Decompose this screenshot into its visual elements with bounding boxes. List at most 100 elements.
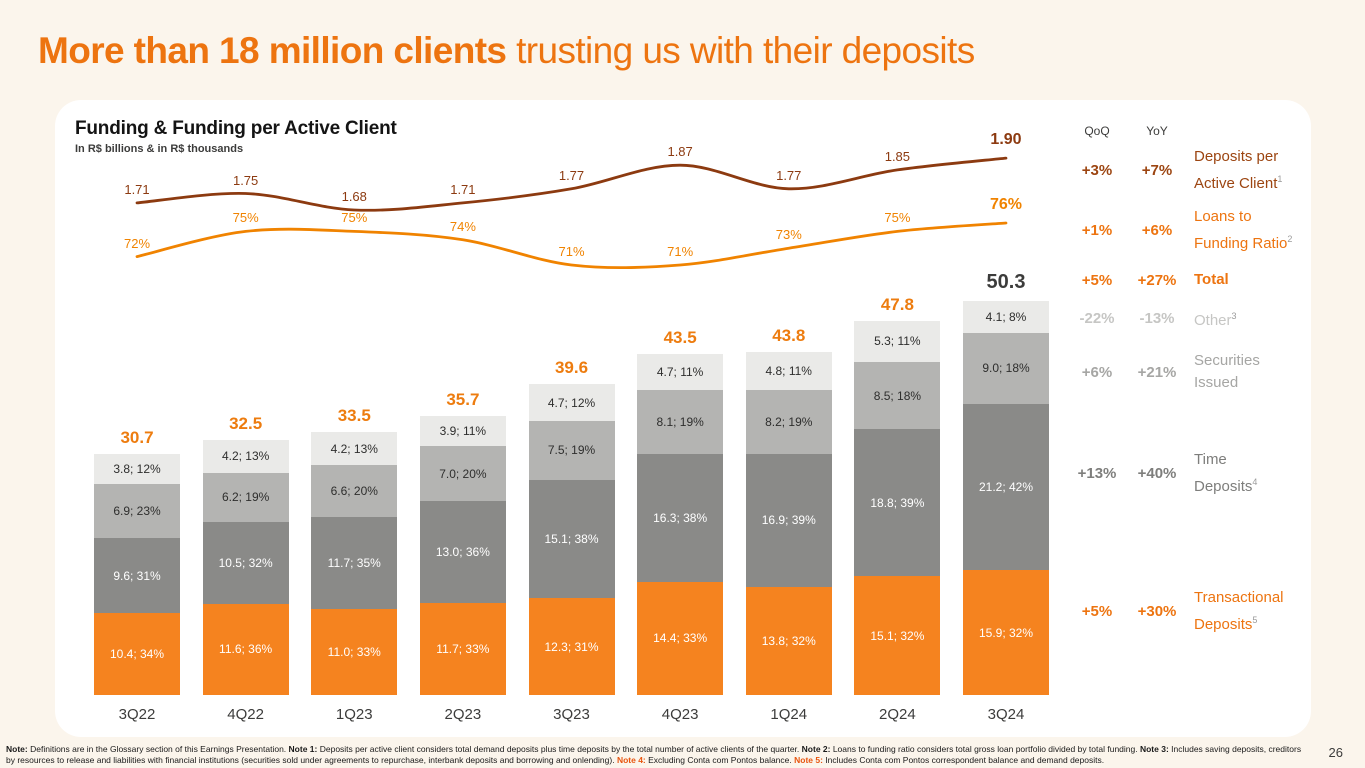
x-axis-label-4q23: 4Q23 bbox=[661, 706, 699, 723]
qoq-value-total: +5% bbox=[1081, 271, 1113, 289]
footnote-segment-7: Includes saving deposits, creditors by r… bbox=[6, 744, 1302, 766]
x-axis-label-2q24: 2Q24 bbox=[879, 706, 916, 723]
footnote-segment-8: Note 4: bbox=[616, 755, 646, 766]
qoq-value-securities-issued: +6% bbox=[1081, 363, 1113, 381]
bar-total-4q23: 43.5 bbox=[663, 327, 697, 347]
qoq-value-deposits-per-active-client: +3% bbox=[1081, 162, 1113, 179]
bar-segment-transactional-deposits-3q22: 10.4; 34% bbox=[94, 613, 180, 695]
x-axis-label-1q23: 1Q23 bbox=[335, 706, 373, 723]
loans-to-funding-ratio-value-2q23: 74% bbox=[449, 218, 476, 234]
line-chart-labels: 1.71 1.75 1.68 1.71 1.77 1.87 1.77 1.85 1.90 72% 7… bbox=[55, 100, 1311, 737]
yoy-value-time-deposits: +40% bbox=[1137, 465, 1177, 482]
summary-row-transactional-deposits: +5% +30% Transactional Deposits5 bbox=[1067, 587, 1317, 636]
yoy-value-securities-issued: +21% bbox=[1137, 363, 1177, 381]
bar-segment-other-1q24: 4.8; 11% bbox=[745, 351, 832, 390]
summary-label-total: Total bbox=[1194, 271, 1229, 288]
bar-segment-time-deposits-4q22: 10.5; 32% bbox=[202, 521, 289, 604]
footnote-segment-5: Loans to funding ratio considers total g… bbox=[830, 744, 1140, 754]
slide-title: More than 18 million clients trusting us… bbox=[38, 30, 975, 72]
footnote-segment-3: Deposits per active client considers tot… bbox=[317, 744, 802, 754]
deposits-per-active-client-value-3q22: 1.71 bbox=[124, 181, 150, 197]
qoq-value-other: -22% bbox=[1079, 310, 1115, 327]
deposits-per-active-client-value-4q23: 1.87 bbox=[667, 144, 693, 160]
bar-segment-transactional-deposits-1q24: 13.8; 32% bbox=[745, 586, 832, 695]
footnote-ref-4: 4 bbox=[1252, 477, 1258, 487]
bar-segment-securities-issued-3q22: 6.9; 23% bbox=[94, 483, 180, 538]
deposits-per-active-client-value-1q23: 1.68 bbox=[341, 189, 367, 204]
qoq-value-loans-to-funding-ratio: +1% bbox=[1081, 222, 1113, 239]
bar-segment-other-3q24: 4.1; 8% bbox=[963, 300, 1049, 334]
loans-to-funding-ratio-value-3q23: 71% bbox=[558, 244, 585, 259]
loans-to-funding-ratio-value-1q23: 75% bbox=[341, 210, 368, 226]
footnote-segment-2: Note 1: bbox=[288, 744, 318, 754]
footnote-ref-5: 5 bbox=[1252, 615, 1258, 625]
footnote-segment-10: Note 5: bbox=[794, 755, 823, 766]
summary-label-other: Other3 bbox=[1194, 311, 1237, 329]
footnote-ref-1: 1 bbox=[1277, 174, 1283, 184]
footnote-segment-1: Definitions are in the Glossary section … bbox=[27, 744, 289, 754]
bar-segment-time-deposits-3q22: 9.6; 31% bbox=[94, 538, 180, 614]
slide-title-rest: trusting us with their deposits bbox=[506, 30, 975, 71]
footnote-segment-0: Note: bbox=[6, 744, 28, 754]
yoy-header: YoY bbox=[1146, 124, 1168, 138]
summary-row-other: -22% -13% Other3 bbox=[1067, 305, 1317, 332]
bar-segment-transactional-deposits-2q23: 11.7; 33% bbox=[419, 603, 506, 695]
footnote-segment-9: Excluding Conta com Pontos balance. bbox=[645, 755, 795, 766]
yoy-value-total: +27% bbox=[1137, 271, 1177, 289]
footnote-segment-4: Note 2: bbox=[801, 744, 831, 754]
x-axis-label-3q22: 3Q22 bbox=[118, 706, 156, 723]
bar-segment-securities-issued-2q24: 8.5; 18% bbox=[854, 362, 941, 429]
bar-total-1q24: 43.8 bbox=[772, 325, 806, 345]
bar-segment-transactional-deposits-4q23: 14.4; 33% bbox=[637, 581, 724, 695]
footnote-segment-6: Note 3: bbox=[1139, 744, 1169, 754]
bar-segment-other-2q24: 5.3; 11% bbox=[854, 320, 941, 363]
bar-segment-securities-issued-3q23: 7.5; 19% bbox=[528, 421, 615, 480]
bar-segment-securities-issued-1q24: 8.2; 19% bbox=[745, 389, 832, 454]
summary-row-time-deposits: +13% +40% Time Deposits4 bbox=[1067, 449, 1317, 498]
footnote: Note: Definitions are in the Glossary se… bbox=[6, 744, 1304, 766]
bar-segment-time-deposits-3q24: 21.2; 42% bbox=[963, 403, 1049, 571]
bar-segment-transactional-deposits-4q22: 11.6; 36% bbox=[202, 603, 289, 695]
page-number: 26 bbox=[1328, 745, 1343, 760]
deposits-per-active-client-value-4q22: 1.75 bbox=[232, 172, 259, 188]
bar-total-2q24: 47.8 bbox=[880, 294, 914, 314]
deposits-per-active-client-value-2q24: 1.85 bbox=[884, 148, 911, 164]
chart-subtitle: In R$ billions & in R$ thousands bbox=[75, 143, 244, 155]
bar-segment-time-deposits-1q24: 16.9; 39% bbox=[745, 454, 832, 587]
bar-segment-time-deposits-4q23: 16.3; 38% bbox=[637, 454, 724, 582]
loans-to-funding-ratio-value-1q24: 73% bbox=[775, 227, 802, 243]
bar-total-3q22: 30.7 bbox=[120, 428, 154, 447]
yoy-value-deposits-per-active-client: +7% bbox=[1141, 162, 1173, 179]
qoq-header: QoQ bbox=[1084, 124, 1110, 138]
footnote-ref-3: 3 bbox=[1231, 311, 1237, 321]
bar-total-1q23: 33.5 bbox=[337, 406, 371, 426]
bar-segment-securities-issued-4q23: 8.1; 19% bbox=[637, 390, 724, 454]
x-axis-label-1q24: 1Q24 bbox=[770, 706, 808, 723]
footnote-ref-2: 2 bbox=[1287, 234, 1293, 244]
x-axis-label-4q22: 4Q22 bbox=[227, 706, 264, 723]
loans-to-funding-ratio-value-4q22: 75% bbox=[232, 210, 259, 226]
bar-total-2q23: 35.7 bbox=[446, 389, 480, 409]
stacked-bar-chart: 10.4; 34% 9.6; 31% 6.9; 23% 3.8; 12% 30.7 3Q2… bbox=[55, 100, 1311, 737]
bar-total-3q24: 50.3 bbox=[986, 270, 1026, 293]
deposits-per-active-client-value-2q23: 1.71 bbox=[450, 181, 476, 197]
summary-row-loans-to-funding-ratio: +1% +6% Loans to Funding Ratio2 bbox=[1067, 206, 1317, 255]
loans-to-funding-ratio-value-2q24: 75% bbox=[884, 210, 911, 226]
bar-segment-time-deposits-2q23: 13.0; 36% bbox=[419, 501, 506, 604]
bar-segment-transactional-deposits-3q24: 15.9; 32% bbox=[963, 570, 1049, 695]
bar-segment-time-deposits-3q23: 15.1; 38% bbox=[528, 479, 615, 599]
footnote-segment-11: Includes Conta com Pontos correspondent … bbox=[822, 755, 1105, 766]
x-axis-label-3q23: 3Q23 bbox=[553, 706, 590, 723]
summary-label-securities-issued: Securities Issued bbox=[1194, 352, 1260, 391]
bar-segment-other-4q22: 4.2; 13% bbox=[202, 439, 289, 473]
bar-segment-securities-issued-4q22: 6.2; 19% bbox=[202, 472, 289, 522]
yoy-value-other: -13% bbox=[1139, 310, 1175, 327]
yoy-value-transactional-deposits: +30% bbox=[1137, 603, 1177, 620]
bar-segment-securities-issued-2q23: 7.0; 20% bbox=[419, 446, 506, 502]
bar-segment-securities-issued-1q23: 6.6; 20% bbox=[311, 464, 398, 517]
chart-card: Funding & Funding per Active Client In R… bbox=[55, 100, 1311, 737]
loans-to-funding-ratio-value-3q24: 76% bbox=[989, 196, 1023, 213]
deposits-per-active-client-value-3q24: 1.90 bbox=[990, 131, 1022, 149]
yoy-value-loans-to-funding-ratio: +6% bbox=[1141, 222, 1173, 239]
